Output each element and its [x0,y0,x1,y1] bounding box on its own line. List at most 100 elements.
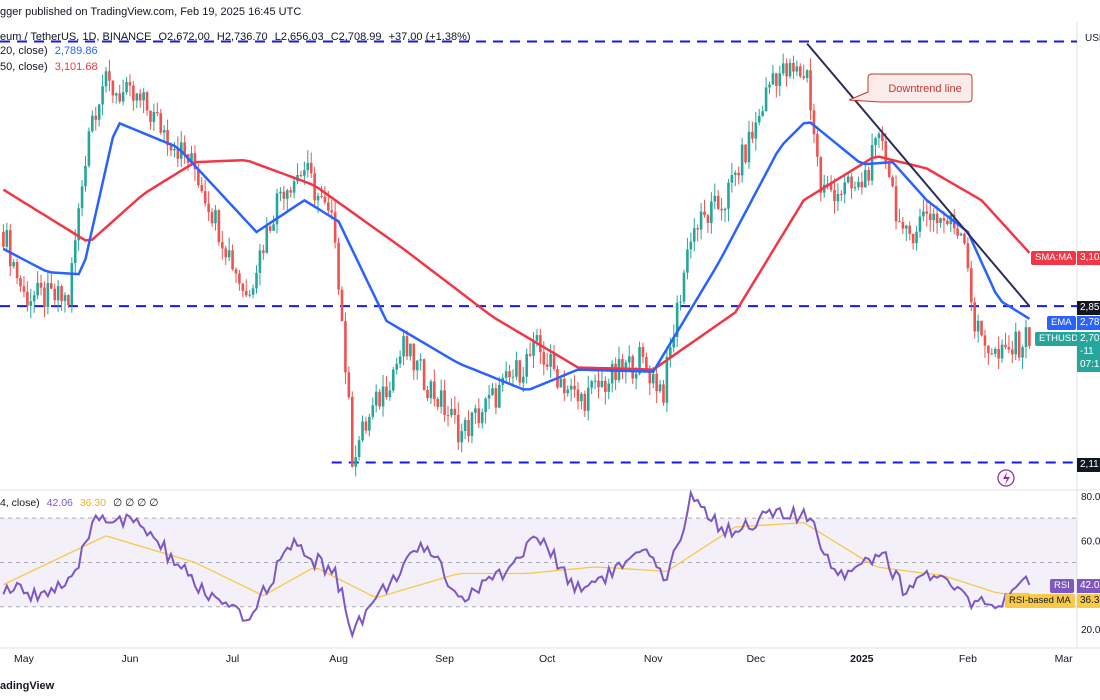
candle-body [552,353,556,370]
candle-body [439,390,443,407]
rsi-ma-line [3,521,1030,598]
candle-body [477,408,481,424]
candle-body [672,337,676,348]
candle-body [91,115,94,132]
candle-body [487,394,491,399]
candle-body [108,71,111,81]
candle-body [692,228,696,242]
sma50-line [2,155,1031,371]
candle-body [340,289,344,322]
candle-body [429,381,433,399]
candle-body [330,210,334,213]
candle-body [183,142,186,155]
candle-body [207,203,210,213]
candle-body [456,414,460,443]
candle-body [162,130,166,133]
candle-body [200,185,204,192]
candle-body [836,194,840,202]
candle-body [67,295,70,306]
candle-body [354,457,357,467]
candle-body [39,282,43,288]
candle-body [255,272,258,289]
candle-body [563,378,566,394]
candle-body [173,148,176,151]
candle-body [433,381,436,399]
candle-body [156,111,159,114]
candle-body [436,398,440,407]
candle-body [829,183,833,190]
ema20-line [2,121,1031,391]
rsi-axis-label: 60.00 [1081,536,1100,547]
candle-body [990,353,994,355]
candle-body [285,190,289,199]
ohlc-close: C2,708.99 [330,31,382,43]
candle-body [884,141,888,164]
candle-body [227,250,231,258]
candle-body [682,272,686,302]
candle-body [309,162,313,174]
currency-label[interactable]: USD [1085,33,1100,44]
candle-body [723,208,727,211]
candle-body [491,388,494,395]
candle-body [368,416,371,431]
candle-body [706,215,710,223]
candle-body [8,230,12,267]
candle-body [275,193,279,225]
candle-body [586,387,590,411]
candle-body [43,287,46,307]
ema-legend[interactable]: 20, close) 2,789.86 [0,45,102,57]
candle-body [132,85,135,101]
candle-body [422,359,426,390]
time-axis-label: Feb [959,653,977,665]
candle-body [234,269,238,274]
candle-body [385,386,388,398]
candle-body [217,210,221,243]
candle-body [963,233,966,244]
candle-body [1004,344,1007,348]
rsi-axis-label: 80.00 [1081,492,1100,503]
sma-tag: SMA:MA [1031,251,1077,265]
rsi-line [2,489,1031,639]
candle-body [53,288,57,301]
sma-legend[interactable]: 50, close) 3,101.68 [0,61,102,73]
time-axis-label: May [14,653,35,665]
candle-body [169,145,173,151]
countdown-tag: 07:1 [1077,358,1100,372]
candle-body [515,360,518,377]
candle-body [388,390,392,398]
candle-body [744,144,747,163]
candle-body [819,156,823,193]
candle-body [22,286,26,292]
candle-body [392,369,395,391]
candle-body [470,412,474,437]
candle-body [371,405,375,417]
candle-body [231,250,234,270]
candle-body [344,321,347,373]
ohlc-low: L2,656.03 [274,31,324,43]
candle-body [757,115,761,123]
candle-body [535,335,539,341]
candle-body [87,131,91,166]
candle-body [409,343,412,357]
candle-body [580,393,583,402]
candle-body [210,212,214,224]
candle-body [450,408,453,416]
rsi-legend[interactable]: 4, close) 42.06 36.30 ∅ ∅ ∅ ∅ [0,497,162,509]
candle-body [56,286,60,301]
candle-body [402,336,405,357]
candle-body [12,262,15,267]
candle-body [980,320,983,336]
candle-body [771,73,775,85]
candle-body [720,208,723,211]
candle-body [405,336,409,357]
candle-body [976,320,980,332]
candle-body [764,87,768,112]
candle-body [576,389,580,402]
candle-body [190,153,193,163]
candle-body [272,224,275,231]
rsi-legend-extra: ∅ ∅ ∅ ∅ [113,497,159,509]
symbol-name[interactable]: eum / TetherUS, 1D, BINANCE [0,31,152,43]
candle-body [624,362,628,372]
candle-body [50,283,53,289]
